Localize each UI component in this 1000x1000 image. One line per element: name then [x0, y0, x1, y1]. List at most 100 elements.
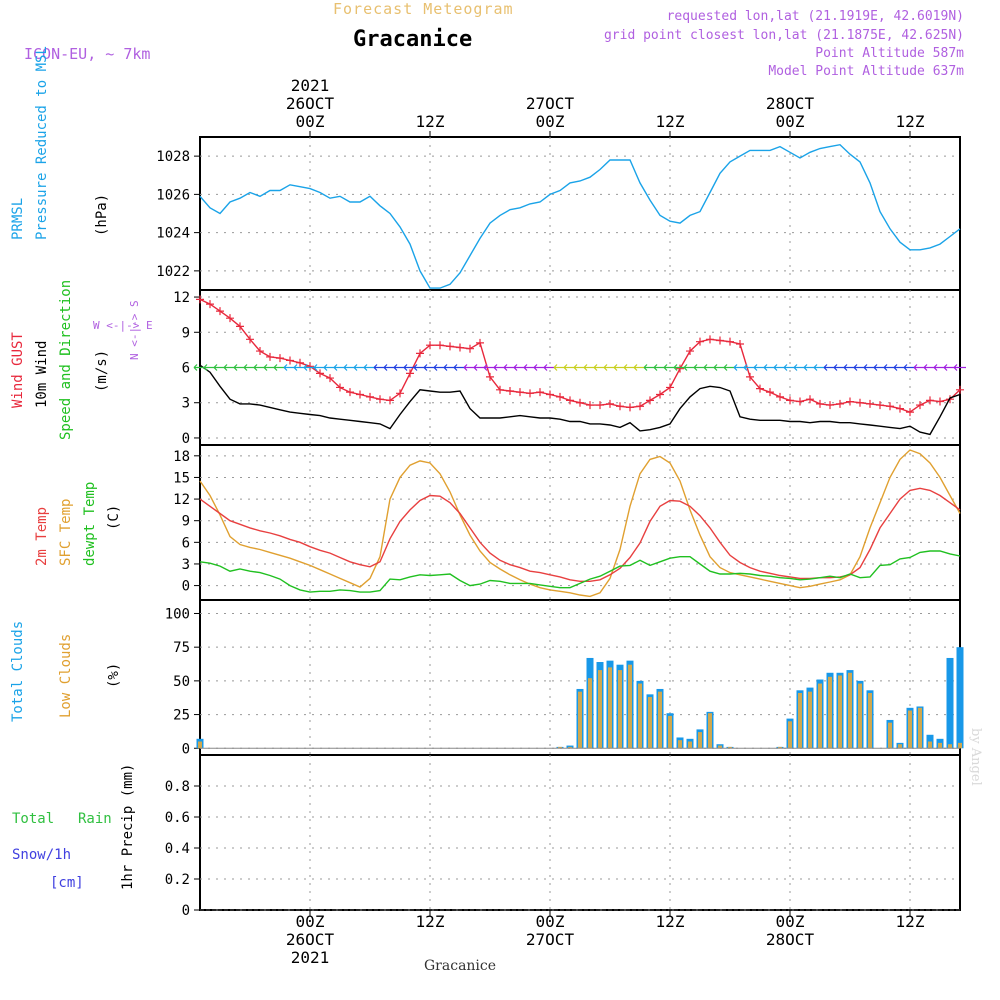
ytick-label-precip: 0: [182, 903, 190, 919]
ytick-label-wind: 6: [182, 361, 190, 377]
chart-title: Forecast Meteogram: [333, 0, 514, 18]
xtick-top-label: 26OCT: [286, 94, 335, 113]
ytick-label-pressure: 1022: [156, 264, 190, 280]
low-clouds-bar: [568, 746, 572, 749]
gust-point-marker: [836, 399, 844, 408]
ytick-label-temp: 15: [173, 470, 190, 486]
ytick-label-precip: 0.6: [165, 810, 190, 826]
low-clouds-bar: [888, 722, 892, 749]
low-clouds-bar: [668, 715, 672, 749]
low-clouds-bar: [698, 732, 702, 749]
ytick-label-precip: 0.8: [165, 779, 190, 795]
gust-point-marker: [556, 392, 564, 401]
low-clouds-bar: [898, 744, 902, 749]
ytick-label-clouds: 100: [165, 606, 190, 622]
gridpoint-coords: grid point closest lon,lat (21.1875E, 42…: [603, 28, 964, 43]
gust-point-marker: [336, 383, 344, 392]
gust-point-marker: [686, 347, 694, 356]
gust-point-marker: [886, 402, 894, 411]
gust-point-marker: [276, 354, 284, 363]
gust-point-marker: [646, 396, 654, 405]
gust-point-marker: [236, 322, 244, 331]
gust-point-marker: [916, 401, 924, 410]
ytick-label-temp: 12: [173, 492, 190, 508]
gust-point-marker: [846, 397, 854, 406]
gust-point-marker: [256, 347, 264, 356]
wind-direction-arrow: [953, 364, 966, 371]
xtick-bottom-label: 00Z: [776, 912, 805, 931]
gust-point-marker: [506, 386, 514, 395]
gust-point-marker: [406, 369, 414, 378]
gust-point-marker: [696, 337, 704, 346]
gust-point-marker: [326, 374, 334, 383]
gust-point-marker: [816, 399, 824, 408]
requested-coords: requested lon,lat (21.1919E, 42.6019N): [666, 9, 964, 24]
low-clouds-bar: [808, 691, 812, 749]
low-clouds-bar: [608, 667, 612, 749]
ytick-label-wind: 0: [182, 431, 190, 447]
low-clouds-bar: [678, 740, 682, 749]
gust-point-marker: [226, 314, 234, 323]
gust-point-marker: [866, 399, 874, 408]
ytick-label-clouds: 0: [182, 741, 190, 757]
series-line-prmsl: [199, 143, 961, 289]
gust-point-marker: [776, 392, 784, 401]
ytick-label-pressure: 1024: [156, 226, 190, 242]
gust-point-marker: [756, 384, 764, 393]
gust-point-marker: [856, 398, 864, 407]
xtick-top-label: 28OCT: [766, 94, 815, 113]
gust-point-marker: [216, 307, 224, 316]
low-clouds-bar: [728, 746, 732, 749]
gust-point-marker: [956, 385, 964, 394]
low-clouds-bar: [868, 693, 872, 749]
gust-point-marker: [206, 300, 214, 309]
ytick-label-wind: 3: [182, 396, 190, 412]
ytick-label-temp: 6: [182, 535, 190, 551]
low-clouds-bar: [618, 670, 622, 749]
low-clouds-bar: [638, 683, 642, 749]
gust-point-marker: [826, 401, 834, 410]
ytick-label-pressure: 1028: [156, 149, 190, 165]
series-line-wind-gust: [199, 298, 961, 413]
gust-point-marker: [376, 395, 384, 404]
gust-point-marker: [496, 385, 504, 394]
total-clouds-bar: [956, 647, 964, 749]
xtick-top-label: 00Z: [296, 112, 325, 131]
low-clouds-bar: [578, 691, 582, 749]
low-clouds-bar: [688, 741, 692, 749]
low-clouds-bar: [928, 741, 932, 749]
gust-point-marker: [636, 402, 644, 411]
xtick-top-label: 00Z: [536, 112, 565, 131]
gust-point-marker: [476, 338, 484, 347]
xtick-bottom-label: 12Z: [656, 912, 685, 931]
gust-point-marker: [516, 388, 524, 397]
model-point-altitude: Model Point Altitude 637m: [768, 64, 964, 79]
ytick-label-precip: 0.4: [165, 841, 190, 857]
low-clouds-bar: [828, 676, 832, 749]
series-line-sfc-temp: [199, 449, 961, 598]
gust-point-marker: [706, 335, 714, 344]
xtick-top-label: 00Z: [776, 112, 805, 131]
gust-point-marker: [346, 388, 354, 397]
gust-point-marker: [806, 395, 814, 404]
gust-point-marker: [786, 396, 794, 405]
gust-point-marker: [616, 402, 624, 411]
low-clouds-bar: [778, 746, 782, 749]
gust-point-marker: [726, 337, 734, 346]
xtick-bottom-label: 27OCT: [526, 930, 575, 949]
gust-point-marker: [526, 389, 534, 398]
gust-point-marker: [456, 343, 464, 352]
low-clouds-bar: [818, 683, 822, 749]
series-line-dewpt-temp: [199, 550, 961, 593]
low-clouds-bar: [938, 742, 942, 749]
low-clouds-bar: [908, 710, 912, 749]
series-line-2m-temp: [199, 487, 961, 582]
ytick-label-pressure: 1026: [156, 187, 190, 203]
gust-point-marker: [306, 362, 314, 371]
low-clouds-bar: [708, 713, 712, 749]
gust-point-marker: [386, 396, 394, 405]
gust-point-marker: [936, 397, 944, 406]
series-line-10m-wind: [199, 364, 961, 436]
